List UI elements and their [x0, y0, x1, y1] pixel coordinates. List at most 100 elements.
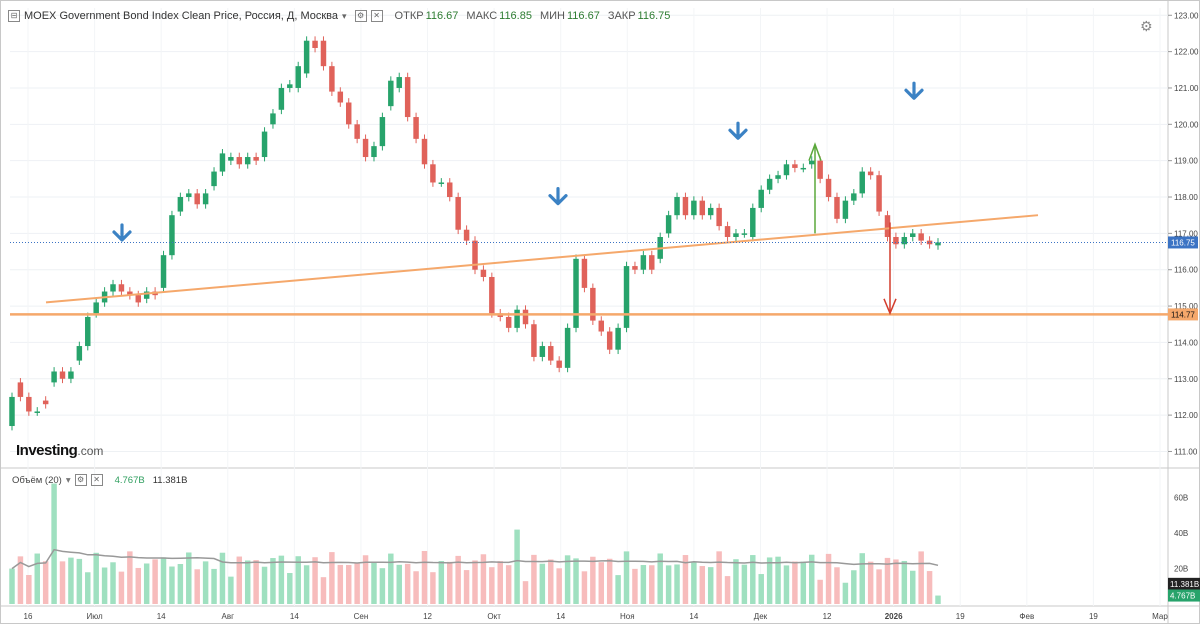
candle-body — [447, 182, 453, 198]
x-tick-label: 19 — [956, 612, 965, 621]
settings-icon[interactable]: ⚙ — [74, 474, 87, 486]
volume-tick-label: 20B — [1174, 565, 1188, 574]
volume-bar — [287, 573, 293, 604]
candle-body — [337, 91, 344, 103]
volume-bar — [127, 551, 133, 604]
candle-body — [244, 157, 251, 165]
volume-bar — [876, 569, 882, 604]
candle-body — [817, 160, 823, 179]
candle-body — [581, 258, 588, 288]
candle-body — [910, 233, 916, 237]
volume-bar — [758, 574, 764, 604]
candle-body — [76, 346, 83, 361]
volume-bar — [337, 564, 344, 604]
candle-body — [236, 157, 243, 165]
candle-body — [345, 102, 352, 125]
candle-body — [354, 124, 360, 139]
y-tick-label: 120.00 — [1174, 120, 1199, 129]
volume-bar — [253, 560, 259, 604]
candle-body — [741, 233, 748, 235]
volume-bar — [228, 576, 234, 604]
gear-icon[interactable]: ⚙ — [1140, 18, 1153, 34]
volume-bar — [716, 551, 722, 604]
candle-body — [682, 197, 689, 216]
volume-bar — [110, 562, 116, 604]
volume-bar — [505, 565, 512, 604]
dropdown-icon[interactable]: ▾ — [65, 474, 71, 486]
volume-bar — [455, 555, 461, 604]
candle-body — [775, 175, 781, 179]
candle-body — [228, 157, 234, 161]
volume-bar — [808, 554, 815, 604]
x-tick-label: 14 — [290, 612, 299, 621]
candle-body — [632, 266, 638, 270]
volume-header: Объём (20) ▾ ⚙ ✕ 4.767B 11.381B — [12, 474, 187, 486]
x-tick-label: 14 — [556, 612, 565, 621]
volume-bar — [640, 565, 647, 604]
candle-body — [472, 240, 478, 270]
dropdown-icon[interactable]: ▾ — [342, 10, 347, 21]
volume-bar — [68, 557, 74, 604]
y-tick-label: 115.00 — [1174, 302, 1198, 311]
volume-bar — [388, 553, 394, 604]
candle-body — [135, 295, 142, 303]
volume-bar — [9, 568, 15, 604]
candle-body — [699, 200, 706, 216]
candle-body — [379, 117, 386, 147]
candle-body — [455, 197, 461, 230]
candle-body — [808, 160, 815, 165]
candle-body — [556, 360, 562, 368]
volume-bar — [623, 551, 630, 604]
y-tick-label: 119.00 — [1174, 157, 1198, 166]
x-tick-label: 19 — [1089, 612, 1098, 621]
volume-bar — [211, 568, 217, 604]
volume-bar — [573, 558, 579, 604]
volume-bar — [733, 559, 739, 604]
candle-body — [707, 207, 714, 216]
y-tick-label: 113.00 — [1174, 375, 1198, 384]
candle-body — [926, 240, 933, 245]
volume-current-badge — [1168, 589, 1200, 602]
volume-bar — [556, 568, 562, 604]
volume-bar — [707, 567, 714, 604]
volume-bar — [539, 563, 546, 604]
investing-logo: Investing.com — [16, 442, 103, 459]
x-tick-label: Окт — [487, 612, 501, 621]
collapse-icon[interactable]: ⊟ — [8, 10, 20, 22]
volume-bar — [842, 582, 849, 604]
volume-bar — [169, 566, 175, 604]
candle-body — [876, 175, 882, 212]
candle-body — [573, 258, 579, 328]
chart-title: MOEX Government Bond Index Clean Price, … — [24, 10, 339, 22]
candle-body — [859, 171, 865, 194]
logo-name: Investing — [16, 442, 78, 459]
y-tick-label: 118.00 — [1174, 193, 1198, 202]
candle-body — [42, 400, 49, 405]
volume-bar — [261, 566, 268, 604]
volume-bar — [345, 565, 352, 604]
close-icon[interactable]: ✕ — [90, 474, 103, 486]
last-price-badge — [1168, 236, 1198, 249]
candle-body — [531, 324, 537, 357]
volume-ma-line — [11, 548, 939, 570]
y-tick-label: 112.00 — [1174, 411, 1198, 420]
volume-bar — [59, 561, 66, 604]
volume-bar — [312, 557, 318, 604]
volume-bar — [741, 564, 748, 604]
candle-body — [270, 113, 276, 125]
last-price-label: 116.75 — [1171, 238, 1195, 247]
low-value: 116.67 — [566, 10, 600, 22]
close-icon[interactable]: ✕ — [370, 10, 383, 22]
candle-body — [825, 178, 832, 198]
settings-icon[interactable]: ⚙ — [354, 10, 367, 22]
volume-bar — [413, 571, 419, 604]
candle-body — [766, 178, 773, 190]
candle-body — [514, 309, 520, 328]
volume-bar — [329, 552, 335, 604]
volume-ma-badge-label: 11.381B — [1170, 580, 1199, 589]
candle-body — [564, 327, 571, 368]
down-arrow-marker — [904, 81, 924, 100]
y-tick-label: 116.00 — [1174, 266, 1198, 275]
